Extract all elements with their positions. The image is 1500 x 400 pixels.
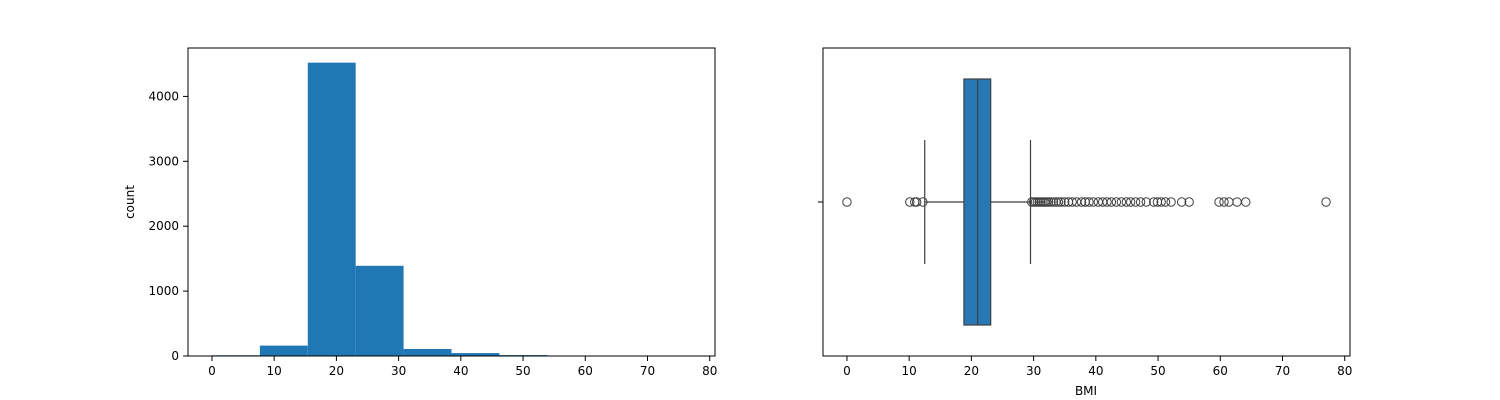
- boxplot-outlier: [1125, 197, 1136, 207]
- boxplot-outlier: [1116, 197, 1127, 207]
- boxplot-outlier: [1232, 197, 1242, 207]
- boxplot-outlier: [1060, 197, 1070, 207]
- histogram-bar: [307, 62, 356, 357]
- boxplot-x-tick-label: 30: [1026, 364, 1041, 378]
- histogram-bar: [259, 345, 308, 356]
- boxplot-outlier: [1160, 197, 1171, 207]
- boxplot-outlier: [1048, 197, 1059, 207]
- boxplot-outlier: [1056, 197, 1066, 207]
- histogram-x-tick-label: 20: [329, 364, 344, 378]
- boxplot-outlier: [1321, 197, 1331, 207]
- boxplot-outlier: [1067, 197, 1077, 207]
- histogram-bar: [451, 353, 500, 356]
- histogram-y-ticks: 0 1000 2000 3000 4000: [148, 89, 188, 363]
- boxplot-outlier: [1166, 197, 1176, 207]
- boxplot-x-tick-label: 60: [1213, 364, 1228, 378]
- boxplot-outlier: [1184, 197, 1194, 207]
- histogram-x-tick-label: 50: [515, 364, 530, 378]
- boxplot-outlier: [911, 197, 922, 207]
- boxplot-outlier: [1130, 197, 1141, 207]
- boxplot-outlier: [1176, 197, 1187, 207]
- boxplot-x-tick-label: 0: [843, 364, 851, 378]
- boxplot-outlier: [910, 197, 920, 207]
- histogram-y-tick-label: 2000: [148, 219, 179, 233]
- boxplot-x-tick-label: 80: [1337, 364, 1352, 378]
- histogram-x-tick-label: 10: [267, 364, 282, 378]
- histogram-x-tick-label: 80: [702, 364, 717, 378]
- boxplot-outlier: [1214, 197, 1224, 207]
- boxplot-x-tick-label: 10: [902, 364, 917, 378]
- histogram-x-tick-label: 40: [453, 364, 468, 378]
- boxplot-x-tick-label: 20: [964, 364, 979, 378]
- histogram-x-tick-label: 0: [208, 364, 216, 378]
- boxplot-outlier: [1084, 197, 1094, 207]
- boxplot-panel: 0 10 20 30 40 50 60 70 80 BMI: [818, 47, 1352, 398]
- boxplot-frame: [822, 47, 1351, 357]
- boxplot-x-tick-label: 40: [1088, 364, 1103, 378]
- histogram-bar: [403, 348, 452, 356]
- boxplot-marks: [842, 78, 1331, 326]
- histogram-x-tick-label: 60: [578, 364, 593, 378]
- histogram-x-ticks: 0 10 20 30 40 50 60 70 80: [208, 356, 717, 378]
- boxplot-outlier: [918, 197, 928, 207]
- boxplot-outlier: [842, 197, 852, 207]
- boxplot-outlier: [1043, 197, 1054, 207]
- histogram-y-tick-label: 3000: [148, 154, 179, 168]
- boxplot-outlier: [1053, 197, 1064, 207]
- boxplot-outlier: [1219, 197, 1229, 207]
- boxplot-outlier: [905, 197, 915, 207]
- boxplot-x-ticks: 0 10 20 30 40 50 60 70 80: [843, 356, 1352, 378]
- boxplot-outlier: [1141, 197, 1151, 207]
- boxplot-outlier: [1121, 197, 1132, 207]
- boxplot-outlier: [1224, 197, 1234, 207]
- boxplot-outlier: [1106, 197, 1117, 207]
- boxplot-outlier: [1135, 197, 1146, 207]
- boxplot-outlier: [1046, 197, 1056, 207]
- boxplot-outlier: [1088, 197, 1099, 207]
- boxplot-outlier: [1111, 197, 1122, 207]
- histogram-y-tick-label: 0: [171, 349, 179, 363]
- histogram-frame: [187, 47, 716, 357]
- histogram-y-axis-label: count: [123, 185, 137, 219]
- histogram-panel: 0 10 20 30 40 50 60 70 80 0 1000 2000 3000 4000 coun…: [123, 47, 717, 378]
- boxplot-outlier: [1102, 197, 1112, 207]
- histogram-y-tick-label: 1000: [148, 284, 179, 298]
- boxplot-outlier: [1148, 197, 1159, 207]
- boxplot-outlier: [1076, 197, 1087, 207]
- histogram-bars: [211, 62, 692, 357]
- boxplot-x-tick-label: 50: [1150, 364, 1165, 378]
- boxplot-outlier: [1156, 197, 1166, 207]
- histogram-x-tick-label: 70: [640, 364, 655, 378]
- boxplot-x-axis-label: BMI: [1075, 384, 1097, 398]
- histogram-y-tick-label: 4000: [148, 89, 179, 103]
- histogram-x-tick-label: 30: [391, 364, 406, 378]
- histogram-bar: [355, 265, 404, 356]
- boxplot-outlier: [1241, 197, 1251, 207]
- boxplot-x-tick-label: 70: [1275, 364, 1290, 378]
